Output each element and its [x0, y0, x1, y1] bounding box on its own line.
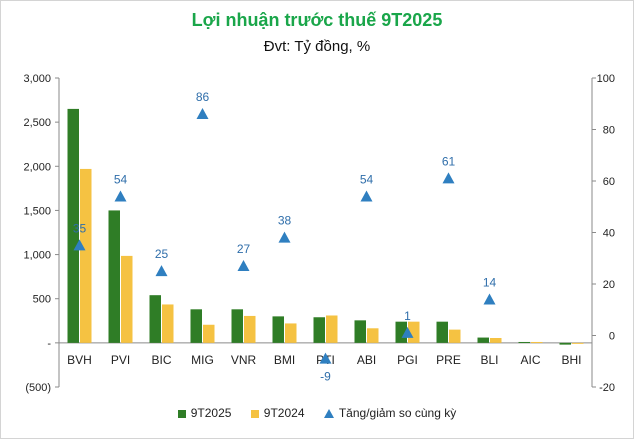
bar-9t2025: [477, 337, 489, 343]
right-tick-label: 100: [597, 73, 615, 85]
bar-9t2024: [572, 342, 584, 344]
chart-legend: 9T2025 9T2024 Tăng/giảm so cùng kỳ: [0, 405, 634, 420]
legend-label-change: Tăng/giảm so cùng kỳ: [338, 405, 457, 420]
left-tick-label: (500): [25, 382, 51, 394]
change-marker: [401, 326, 414, 338]
change-marker: [155, 265, 168, 277]
change-data-label: 14: [483, 275, 497, 289]
category-label: BHI: [561, 353, 581, 367]
triangle-icon: [323, 409, 334, 419]
change-data-label: 35: [73, 221, 87, 235]
bar-9t2024: [490, 338, 502, 343]
bar-9t2024: [531, 341, 543, 343]
left-tick-label: 1,000: [23, 250, 51, 262]
bar-9t2024: [121, 255, 133, 343]
legend-item-change: Tăng/giảm so cùng kỳ: [323, 405, 457, 420]
legend-swatch-9t2024: [250, 409, 259, 418]
chart-subtitle: Đvt: Tỷ đồng, %: [263, 38, 371, 55]
bar-9t2025: [190, 309, 202, 343]
category-label: BIC: [151, 353, 171, 367]
left-tick-label: 1,500: [23, 205, 51, 217]
right-tick-label: 60: [603, 176, 615, 188]
category-label: BLI: [480, 353, 498, 367]
category-label: PVI: [111, 353, 130, 367]
chart-title: Lợi nhuận trước thuế 9T2025: [191, 10, 443, 30]
change-data-label: 54: [360, 172, 374, 186]
bar-9t2024: [326, 315, 338, 343]
change-data-label: 1: [404, 309, 411, 323]
change-marker: [73, 239, 86, 251]
left-tick-label: 2,000: [23, 161, 51, 173]
bar-9t2025: [108, 210, 120, 343]
category-label: PRE: [436, 353, 461, 367]
change-marker: [114, 190, 127, 202]
legend-label-9t2024: 9T2024: [263, 405, 305, 420]
bar-9t2025: [518, 341, 530, 343]
change-data-label: -9: [320, 370, 331, 384]
bar-9t2025: [395, 321, 407, 343]
category-label: MIG: [191, 353, 214, 367]
change-data-label: 61: [442, 154, 456, 168]
right-tick-label: 80: [603, 125, 615, 137]
legend-item-9t2025: 9T2025: [177, 405, 232, 420]
bar-9t2024: [285, 323, 297, 343]
change-marker: [442, 172, 455, 184]
bar-9t2024: [80, 168, 92, 343]
category-label: VNR: [231, 353, 257, 367]
left-tick-label: 500: [33, 294, 51, 306]
bar-9t2024: [449, 329, 461, 343]
bar-9t2024: [367, 328, 379, 343]
bar-9t2025: [436, 321, 448, 343]
bar-9t2025: [559, 342, 571, 345]
change-data-label: 27: [237, 242, 251, 256]
change-marker: [196, 108, 209, 120]
bar-9t2024: [203, 324, 215, 343]
legend-item-9t2024: 9T2024: [250, 405, 305, 420]
category-label: BVH: [67, 353, 92, 367]
category-label: ABI: [357, 353, 376, 367]
change-marker: [360, 190, 373, 202]
right-tick-label: 0: [609, 331, 615, 343]
change-marker: [237, 259, 250, 271]
change-data-label: 25: [155, 247, 169, 261]
bar-9t2025: [354, 320, 366, 343]
legend-swatch-9t2025: [177, 409, 186, 418]
bar-9t2025: [231, 309, 243, 343]
left-tick-label: 3,000: [23, 73, 51, 85]
right-tick-label: -20: [599, 382, 615, 394]
bar-9t2024: [162, 304, 174, 343]
right-tick-label: 20: [603, 279, 615, 291]
bar-9t2024: [408, 321, 420, 343]
category-label: BMI: [274, 353, 295, 367]
change-data-label: 54: [114, 172, 128, 186]
bar-9t2025: [272, 316, 284, 343]
change-marker: [483, 293, 496, 305]
left-tick-label: 2,500: [23, 117, 51, 129]
bar-9t2025: [313, 317, 325, 343]
bar-9t2025: [67, 108, 79, 343]
left-tick-label: -: [47, 338, 51, 350]
change-data-label: 38: [278, 214, 292, 228]
category-label: AIC: [520, 353, 540, 367]
legend-label-9t2025: 9T2025: [190, 405, 232, 420]
category-label: PGI: [397, 353, 418, 367]
bar-9t2024: [244, 315, 256, 343]
bar-9t2025: [149, 295, 161, 343]
change-marker: [278, 231, 291, 243]
change-marker: [319, 352, 332, 364]
change-data-label: 86: [196, 90, 210, 104]
right-tick-label: 40: [603, 228, 615, 240]
